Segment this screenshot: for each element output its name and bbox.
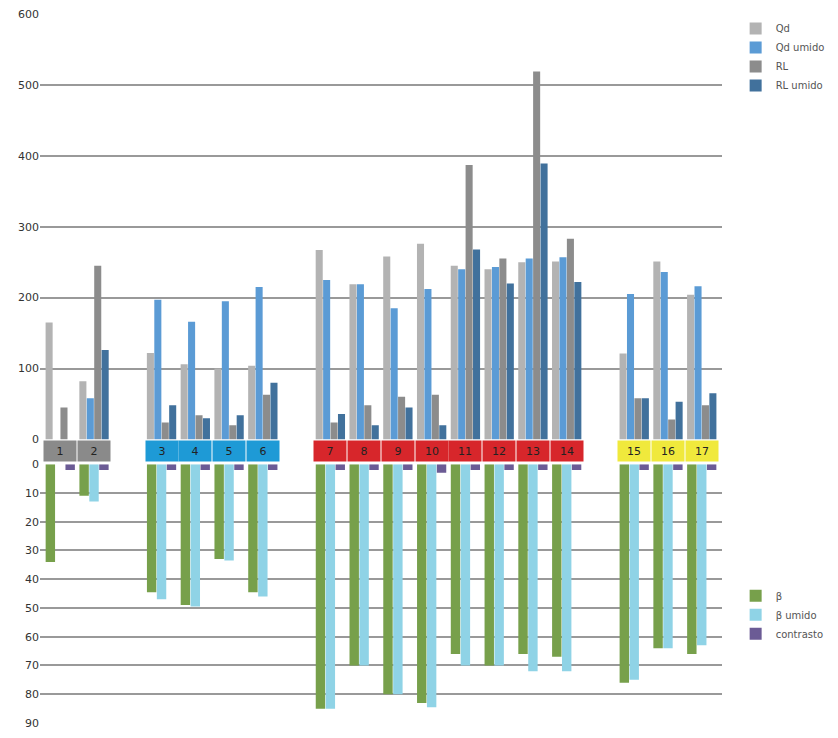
svg-text:10: 10 bbox=[25, 487, 39, 500]
svg-text:15: 15 bbox=[627, 445, 641, 458]
svg-text:17: 17 bbox=[695, 445, 709, 458]
svg-text:7: 7 bbox=[327, 445, 334, 458]
svg-text:70: 70 bbox=[25, 659, 39, 672]
svg-text:400: 400 bbox=[18, 150, 39, 163]
svg-text:8: 8 bbox=[361, 445, 368, 458]
svg-text:contrasto: contrasto bbox=[776, 629, 823, 640]
svg-text:200: 200 bbox=[18, 291, 39, 304]
svg-text:0: 0 bbox=[32, 433, 39, 446]
svg-text:300: 300 bbox=[18, 221, 39, 234]
svg-text:1: 1 bbox=[57, 445, 64, 458]
svg-text:0: 0 bbox=[32, 458, 39, 471]
svg-text:20: 20 bbox=[25, 516, 39, 529]
svg-text:40: 40 bbox=[25, 573, 39, 586]
svg-text:RL umido: RL umido bbox=[776, 80, 823, 91]
svg-text:5: 5 bbox=[226, 445, 233, 458]
svg-text:10: 10 bbox=[425, 445, 439, 458]
svg-text:90: 90 bbox=[25, 717, 39, 730]
svg-text:2: 2 bbox=[91, 445, 98, 458]
svg-text:RL: RL bbox=[776, 61, 789, 72]
svg-text:Qd umido: Qd umido bbox=[776, 42, 825, 53]
svg-text:30: 30 bbox=[25, 544, 39, 557]
svg-text:60: 60 bbox=[25, 631, 39, 644]
svg-text:16: 16 bbox=[661, 445, 675, 458]
svg-text:600: 600 bbox=[18, 8, 39, 21]
svg-text:80: 80 bbox=[25, 688, 39, 701]
svg-text:4: 4 bbox=[192, 445, 199, 458]
svg-text:3: 3 bbox=[159, 445, 166, 458]
svg-text:6: 6 bbox=[260, 445, 267, 458]
svg-text:50: 50 bbox=[25, 602, 39, 615]
svg-text:β: β bbox=[776, 591, 782, 602]
svg-text:14: 14 bbox=[560, 445, 574, 458]
svg-text:13: 13 bbox=[526, 445, 540, 458]
svg-text:11: 11 bbox=[458, 445, 472, 458]
svg-text:500: 500 bbox=[18, 79, 39, 92]
svg-text:12: 12 bbox=[492, 445, 506, 458]
svg-text:9: 9 bbox=[395, 445, 402, 458]
svg-text:100: 100 bbox=[18, 362, 39, 375]
svg-text:Qd: Qd bbox=[776, 23, 790, 34]
svg-text:β umido: β umido bbox=[776, 610, 817, 621]
